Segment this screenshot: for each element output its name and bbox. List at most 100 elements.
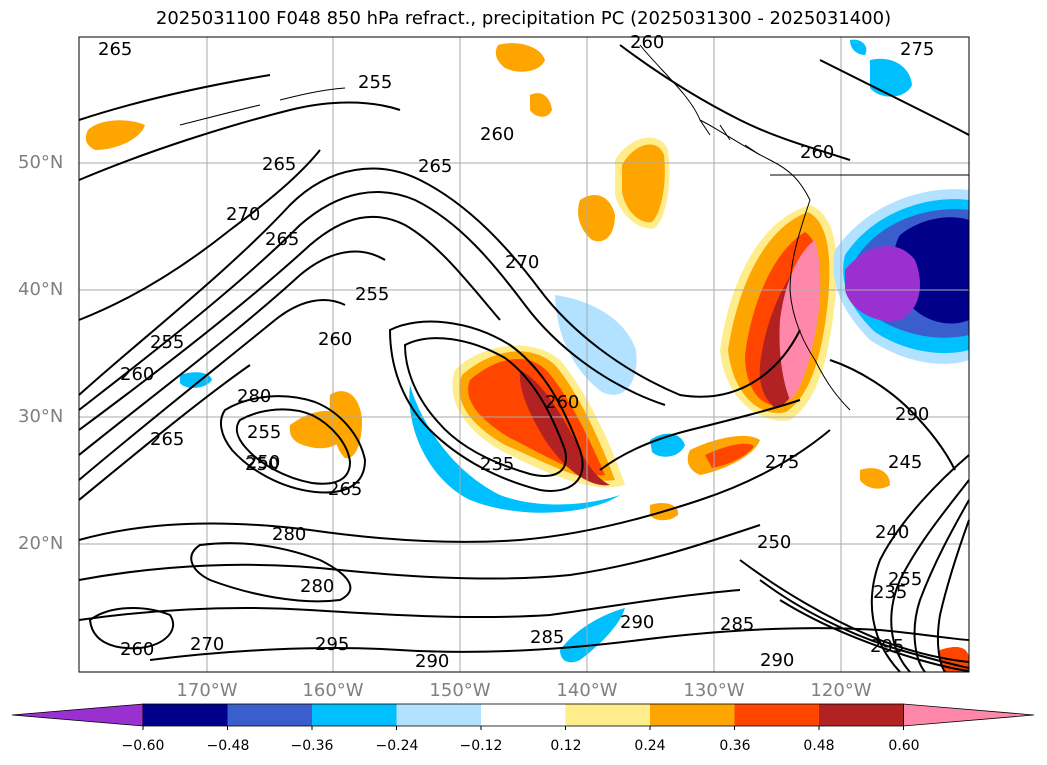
contour-label: 265 <box>150 429 184 450</box>
contour-line <box>829 359 956 471</box>
contour-line <box>759 579 970 669</box>
contour-label: 290 <box>620 612 654 633</box>
contour-line <box>235 408 352 485</box>
contour-label: 285 <box>530 627 564 648</box>
contour-line <box>190 542 352 603</box>
contour-label: 260 <box>800 142 834 163</box>
contour-label: 265 <box>328 479 362 500</box>
contour-label: 290 <box>415 651 449 672</box>
contour-line <box>78 299 346 481</box>
lon-label: 120°W <box>810 680 872 701</box>
contour-line <box>88 607 175 650</box>
contour-label: 265 <box>262 154 296 175</box>
colorbar-bin <box>819 704 904 726</box>
contour-labels: 2652552602652702652552702602502552802502… <box>98 32 934 672</box>
contour-line <box>219 395 367 494</box>
colorbar-label: −0.36 <box>290 738 334 754</box>
contour-label: 260 <box>630 32 664 53</box>
precip-shading <box>705 443 754 468</box>
contour-label: 270 <box>226 204 260 225</box>
contour-label: 275 <box>765 452 799 473</box>
contour-line <box>78 250 386 456</box>
lon-label: 130°W <box>683 680 745 701</box>
colorbar-label: 0.48 <box>803 738 835 754</box>
precip-shading <box>845 246 920 321</box>
contour-label: 295 <box>315 634 349 655</box>
colorbar-bin <box>312 704 397 726</box>
contour-label: 255 <box>247 422 281 443</box>
contour-label: 250 <box>245 454 279 475</box>
contour-label: 260 <box>480 124 514 145</box>
contour-line <box>78 364 251 501</box>
colorbar-extend-low <box>11 703 144 727</box>
contour-label: 285 <box>720 614 754 635</box>
colorbar-bin <box>565 704 650 726</box>
colorbar-label: 0.60 <box>888 738 920 754</box>
colorbar-label: 0.12 <box>550 738 582 754</box>
contour-label: 280 <box>237 386 271 407</box>
contour-line <box>78 215 501 431</box>
contour-label: 235 <box>873 582 907 603</box>
contour-lines <box>78 44 970 673</box>
contour-line <box>779 599 970 672</box>
lat-label: 40°N <box>18 279 64 300</box>
colorbar-outline <box>142 703 904 727</box>
contour-line <box>78 74 271 121</box>
contour-label: 245 <box>888 452 922 473</box>
contour-label: 280 <box>272 524 306 545</box>
lat-label: 20°N <box>18 533 64 554</box>
lat-label: 50°N <box>18 152 64 173</box>
lon-label: 150°W <box>429 680 491 701</box>
colorbar-bin <box>227 704 312 726</box>
colorbar-bin <box>396 704 481 726</box>
lon-label: 160°W <box>302 680 364 701</box>
contour-label: 270 <box>190 634 224 655</box>
contour-label: 255 <box>150 332 184 353</box>
contour-label: 265 <box>98 39 132 60</box>
contour-line <box>619 44 851 161</box>
colorbar <box>11 703 1035 730</box>
precip-shading <box>860 468 890 489</box>
colorbar-label: −0.12 <box>459 738 503 754</box>
lon-label: 170°W <box>176 680 238 701</box>
contour-label: 255 <box>355 284 389 305</box>
contour-label: 255 <box>358 72 392 93</box>
contour-line <box>78 167 801 398</box>
colorbar-bin <box>650 704 735 726</box>
contour-label: 265 <box>265 229 299 250</box>
contour-line <box>388 320 584 492</box>
contour-line <box>78 149 321 321</box>
contour-label: 250 <box>246 452 280 473</box>
contour-label: 255 <box>888 569 922 590</box>
colorbar-label: 0.36 <box>719 738 751 754</box>
shading-layer <box>85 39 969 672</box>
precip-shading <box>622 144 665 223</box>
contour-label: 280 <box>300 576 334 597</box>
contour-line <box>819 59 970 136</box>
colorbar-bin <box>481 704 566 726</box>
contour-label: 275 <box>900 39 934 60</box>
colorbar-extend-high <box>903 703 1035 727</box>
precip-shading <box>85 120 145 150</box>
contour-label: 235 <box>480 454 514 475</box>
map-title: 2025031100 F048 850 hPa refract., precip… <box>155 8 892 29</box>
precip-shading <box>495 43 545 72</box>
contour-label: 260 <box>545 392 579 413</box>
contour-line <box>403 337 567 477</box>
precip-shading <box>850 39 867 55</box>
gridlines <box>79 37 969 672</box>
contour-line <box>149 627 970 661</box>
contour-label: 260 <box>120 639 154 660</box>
contour-label: 250 <box>757 532 791 553</box>
contour-label: 240 <box>875 522 909 543</box>
colorbar-label: −0.60 <box>121 738 165 754</box>
lat-label: 30°N <box>18 406 64 427</box>
contour-line <box>599 399 801 471</box>
colorbar-bin <box>143 704 228 726</box>
contour-line <box>739 559 970 663</box>
precip-shading <box>779 240 821 400</box>
coastlines <box>179 44 969 411</box>
contour-line <box>78 589 741 621</box>
lon-label: 140°W <box>556 680 618 701</box>
